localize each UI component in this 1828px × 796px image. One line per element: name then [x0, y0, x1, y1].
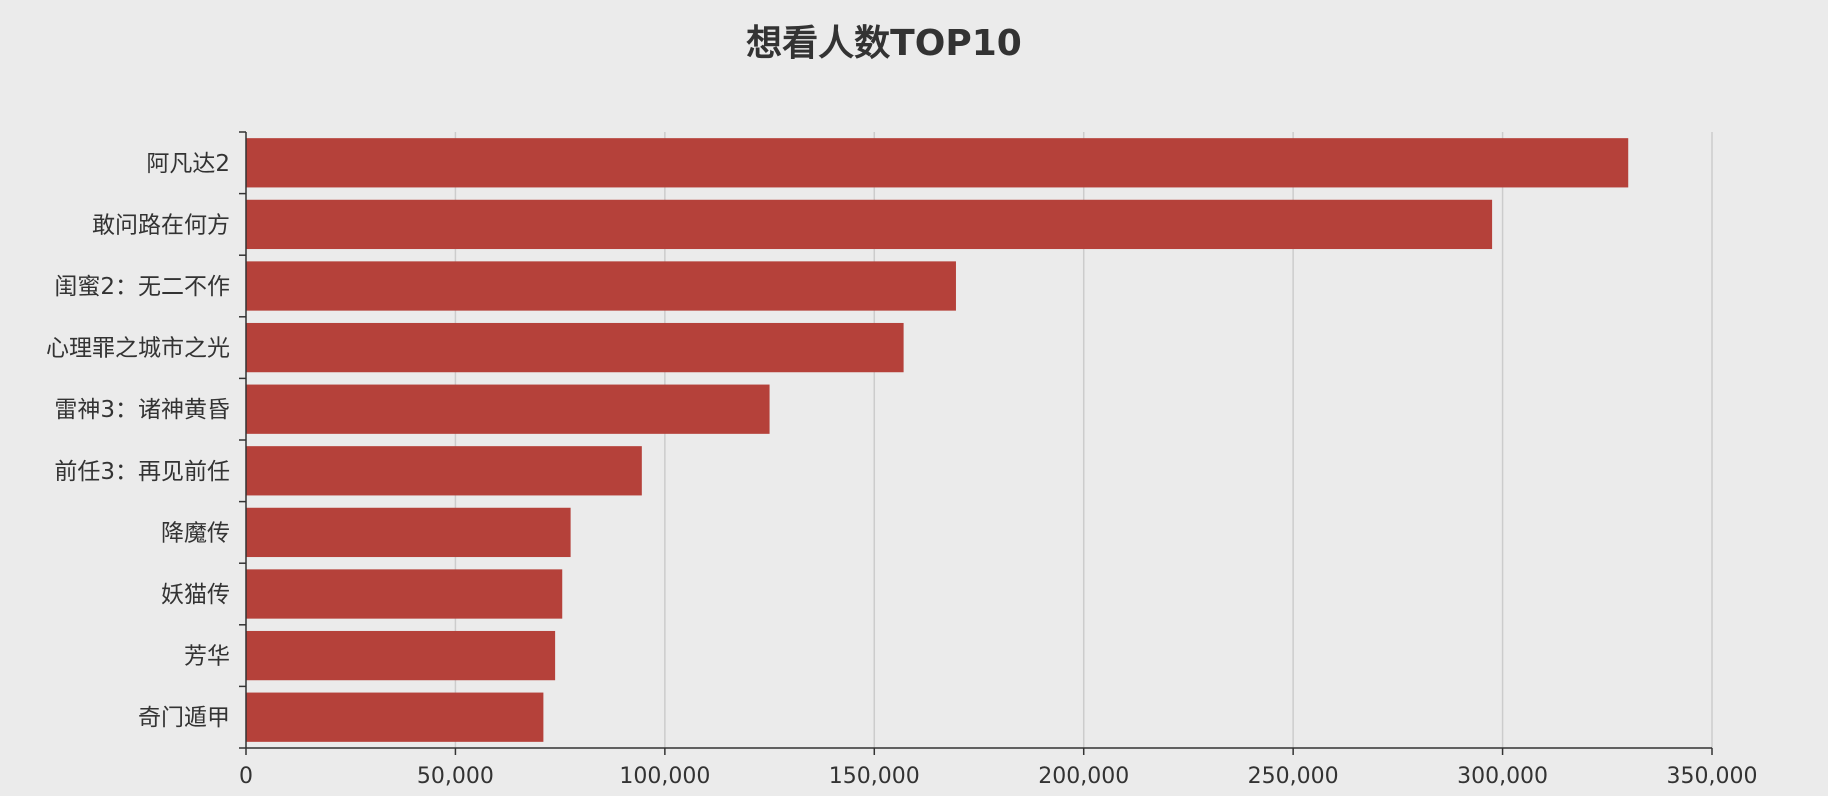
x-tick-label: 100,000 [619, 764, 710, 789]
chart-title: 想看人数TOP10 [746, 23, 1022, 64]
y-category-label: 敢问路在何方 [92, 212, 230, 238]
y-category-label: 前任3：再见前任 [54, 459, 230, 485]
y-category-label: 心理罪之城市之光 [46, 336, 230, 362]
bar[interactable] [246, 384, 770, 434]
y-category-label: 阿凡达2 [146, 151, 230, 177]
bar[interactable] [246, 322, 904, 373]
bar[interactable] [246, 507, 571, 558]
x-tick-label: 200,000 [1038, 764, 1129, 789]
y-category-label: 芳华 [184, 644, 230, 670]
bar[interactable] [246, 446, 642, 496]
bar[interactable] [246, 692, 544, 742]
bar[interactable] [246, 569, 563, 619]
y-category-label: 降魔传 [161, 520, 230, 546]
y-category-label: 妖猫传 [161, 582, 230, 608]
x-tick-label: 0 [239, 764, 253, 789]
y-category-label: 雷神3：诸神黄昏 [54, 397, 230, 423]
y-category-label: 闺蜜2：无二不作 [54, 274, 230, 300]
bar[interactable] [246, 199, 1493, 250]
axes [239, 131, 1713, 755]
y-category-label: 奇门遁甲 [138, 705, 230, 731]
labels: 0 50,000 100,000 150,000 200,000 250,000 300,0… [46, 151, 1757, 789]
bar[interactable] [246, 261, 956, 311]
x-tick-label: 350,000 [1667, 764, 1758, 789]
x-tick-label: 150,000 [829, 764, 920, 789]
bars [246, 138, 1629, 742]
x-tick-label: 50,000 [417, 764, 494, 789]
bar[interactable] [246, 630, 556, 681]
x-tick-label: 250,000 [1248, 764, 1339, 789]
x-tick-label: 300,000 [1457, 764, 1548, 789]
bar[interactable] [246, 138, 1629, 188]
